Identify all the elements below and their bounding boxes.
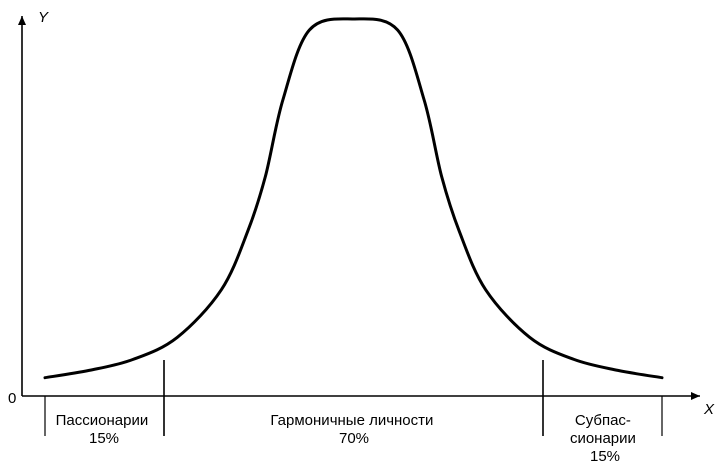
region-label-subpassionaries-line-3: 15% [590, 448, 620, 465]
region-label-passionaries-line-2: 15% [89, 430, 119, 447]
region-label-harmonious-line-2: 70% [339, 430, 369, 447]
region-label-subpassionaries-line-1: Субпас- [575, 412, 631, 429]
origin-label: 0 [8, 390, 16, 407]
y-axis-label: Y [38, 9, 49, 26]
region-label-subpassionaries: Субпас- сионарии 15% [570, 412, 640, 465]
region-label-passionaries-line-1: Пассионарии [56, 412, 149, 429]
region-label-subpassionaries-line-2: сионарии [570, 430, 636, 447]
distribution-curve [43, 17, 664, 380]
x-axis-label: X [703, 401, 715, 418]
region-label-harmonious-line-1: Гармоничные личности [270, 412, 433, 429]
region-label-passionaries: Пассионарии 15% [56, 412, 153, 447]
region-label-harmonious: Гармоничные личности 70% [270, 412, 437, 447]
